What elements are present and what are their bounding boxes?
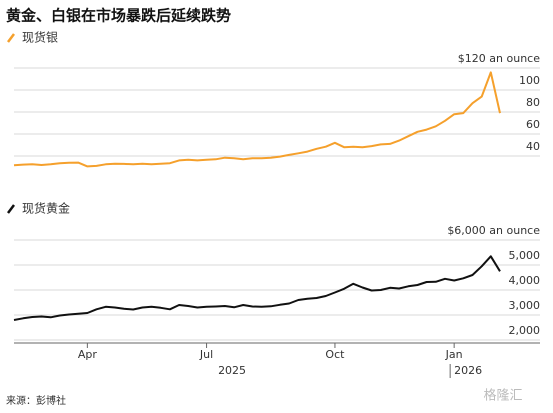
y-tick-label: $120 an ounce xyxy=(458,52,540,65)
y-tick-label: 60 xyxy=(526,118,540,131)
y-tick-label: 2,000 xyxy=(509,324,541,337)
chart-title: 黄金、白银在市场暴跌后延续跌势 xyxy=(6,7,231,25)
watermark: 格隆汇 xyxy=(483,388,522,404)
y-tick-label: 100 xyxy=(519,74,540,87)
legend-swatch xyxy=(7,33,15,43)
legend-label: 现货银 xyxy=(22,30,58,45)
y-tick-label: 5,000 xyxy=(509,249,541,262)
x-tick-label: Apr xyxy=(78,348,98,361)
year-label: 2026 xyxy=(454,364,482,377)
x-tick-label: Jul xyxy=(199,348,213,361)
y-tick-label: 40 xyxy=(526,140,540,153)
y-tick-label: 3,000 xyxy=(509,299,541,312)
y-tick-label: 80 xyxy=(526,96,540,109)
source: 来源：彭博社 xyxy=(6,394,66,407)
x-tick-label: Oct xyxy=(325,348,345,361)
y-tick-label: 4,000 xyxy=(509,274,541,287)
y-tick-label: $6,000 an ounce xyxy=(447,224,540,237)
legend-label: 现货黄金 xyxy=(22,201,70,216)
x-tick-label: Jan xyxy=(445,348,463,361)
line-series xyxy=(13,255,501,321)
line-series xyxy=(13,71,501,168)
legend-swatch xyxy=(7,204,15,214)
year-label: 2025 xyxy=(218,364,246,377)
